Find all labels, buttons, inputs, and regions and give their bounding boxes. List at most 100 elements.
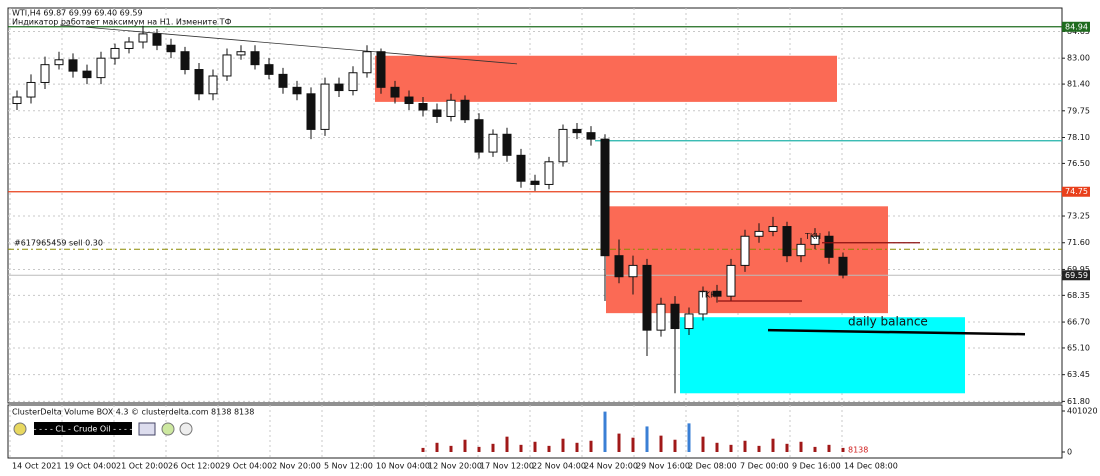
- x-tick-label: 10 Nov 04:00: [376, 462, 430, 471]
- candle-body: [110, 47, 120, 59]
- candle-body: [712, 290, 722, 297]
- candle-body: [348, 72, 358, 92]
- zone: [375, 55, 837, 102]
- x-tick-label: 26 Oct 12:00: [168, 462, 220, 471]
- x-tick-label: 29 Oct 04:00: [220, 462, 272, 471]
- candle-body: [362, 51, 372, 74]
- volume-bar: [533, 441, 537, 452]
- alert-button[interactable]: [13, 422, 27, 436]
- candle-body: [628, 264, 638, 278]
- candle-body: [698, 290, 708, 315]
- volume-bar: [505, 436, 509, 452]
- y-tick-label: 69.95: [1067, 265, 1090, 274]
- candle-body: [460, 99, 470, 121]
- candle-body: [544, 161, 554, 185]
- volume-bar: [631, 437, 635, 452]
- candle-body: [194, 69, 204, 95]
- candle-body: [278, 73, 288, 88]
- candle-body: [320, 83, 330, 130]
- x-tick-label: 19 Oct 04:00: [64, 462, 116, 471]
- candle-body: [670, 303, 680, 330]
- x-tick-label: 5 Nov 12:00: [324, 462, 373, 471]
- candle-body: [404, 96, 414, 105]
- volume-bar: [519, 444, 523, 452]
- candle-body: [96, 57, 106, 79]
- sound-button[interactable]: [161, 422, 175, 436]
- candle-body: [306, 93, 316, 130]
- volume-bar: [771, 438, 775, 452]
- candle-body: [26, 81, 36, 98]
- x-tick-label: 12 Nov 20:00: [428, 462, 482, 471]
- candle-body: [824, 235, 834, 258]
- volume-bar: [757, 445, 761, 452]
- instrument-label[interactable]: - - - - CL - Crude Oil - - - -: [34, 425, 133, 434]
- chart-title: WTI,H4 69.87 69.99 69.40 69.59: [12, 9, 143, 18]
- candle-body: [124, 41, 134, 49]
- mark-label: TKH: [699, 291, 716, 300]
- volume-bar: [841, 447, 845, 452]
- y-tick-label: 71.60: [1067, 238, 1090, 247]
- candle-body: [838, 256, 848, 276]
- volume-bar: [827, 444, 831, 452]
- volume-bar: [645, 426, 649, 452]
- candle-body: [726, 264, 736, 297]
- candle-body: [166, 44, 176, 53]
- x-tick-label: 24 Nov 20:00: [584, 462, 638, 471]
- volume-bar: [603, 411, 607, 452]
- candle-body: [446, 99, 456, 117]
- y-tick-label: 73.25: [1067, 212, 1090, 221]
- plot-layer: [8, 8, 1062, 458]
- candle-body: [250, 51, 260, 66]
- volume-bar: [589, 440, 593, 452]
- candle-body: [390, 86, 400, 98]
- candle-body: [586, 132, 596, 140]
- y-tick-label: 66.70: [1067, 318, 1090, 327]
- volume-bar: [743, 440, 747, 452]
- candle-body: [768, 226, 778, 232]
- x-tick-label: 14 Dec 08:00: [844, 462, 898, 471]
- settings-button[interactable]: [179, 422, 193, 436]
- chart-subtitle: Индикатор работает максимум на H1. Измен…: [12, 18, 232, 27]
- balance-label: daily balance: [848, 315, 928, 329]
- candle-body: [208, 75, 218, 95]
- x-tick-label: 21 Oct 20:00: [116, 462, 168, 471]
- candle-body: [614, 255, 624, 278]
- x-tick-label: 2 Nov 20:00: [272, 462, 321, 471]
- level-label: 84.94: [1065, 22, 1088, 31]
- mark-label: TKH: [804, 232, 821, 241]
- volume-bar: [687, 423, 691, 452]
- level-label-box: [1062, 21, 1090, 32]
- y-tick-label: 65.10: [1067, 343, 1090, 352]
- volume-icon[interactable]: [138, 422, 156, 436]
- level-label: 74.75: [1065, 187, 1088, 196]
- volume-bar: [435, 442, 439, 452]
- y-tick-label: 68.35: [1067, 291, 1090, 300]
- candle-body: [40, 64, 50, 83]
- volume-bar: [449, 445, 453, 452]
- candle-body: [754, 230, 764, 237]
- level-label: 69.59: [1065, 271, 1088, 280]
- volume-bar: [813, 446, 817, 452]
- candle-body: [488, 133, 498, 153]
- candle-body: [656, 303, 666, 331]
- instrument-box[interactable]: [34, 422, 132, 435]
- volume-bar: [715, 442, 719, 452]
- candle-body: [684, 313, 694, 330]
- level-label-box: [1062, 186, 1090, 197]
- x-tick-label: 7 Dec 00:00: [740, 462, 789, 471]
- candle-body: [180, 51, 190, 71]
- volume-bar: [477, 446, 481, 452]
- volume-bar: [491, 443, 495, 452]
- candle-body: [292, 86, 302, 95]
- x-tick-label: 17 Nov 12:00: [480, 462, 534, 471]
- candle-body: [740, 235, 750, 266]
- candle-body: [82, 70, 92, 79]
- volume-bar: [547, 445, 551, 452]
- volume-bar: [463, 439, 467, 452]
- candle-body: [236, 51, 246, 56]
- x-tick-label: 29 Nov 16:00: [636, 462, 690, 471]
- candle-body: [376, 51, 386, 88]
- candle-body: [264, 64, 274, 75]
- volume-bar: [729, 444, 733, 452]
